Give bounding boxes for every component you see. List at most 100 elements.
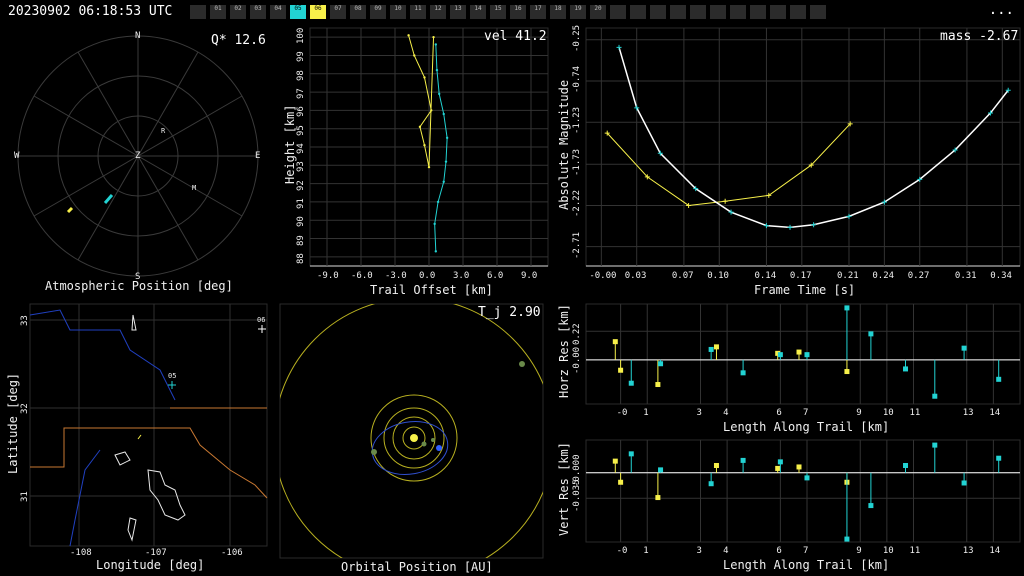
trail-point [442, 180, 445, 183]
map-grid [30, 304, 267, 546]
station-toggle[interactable]: 19 [570, 5, 586, 19]
trail-point [413, 54, 416, 57]
station-toggle[interactable]: 17 [530, 5, 546, 19]
vert-xtick: 9 [856, 546, 862, 556]
lc-point [846, 213, 852, 219]
lc-xtick: 0.27 [907, 271, 930, 281]
horz-point [844, 305, 850, 311]
station-toggle[interactable] [810, 5, 826, 19]
planet-orbits [280, 304, 543, 558]
horz-point [932, 393, 938, 399]
map-frame [29, 303, 268, 547]
station-toggle[interactable]: 10 [390, 5, 406, 19]
station-toggle[interactable] [650, 5, 666, 19]
planet-marker-4 [519, 361, 525, 367]
station-toggle[interactable]: 15 [490, 5, 506, 19]
sky-marker-m: M [192, 184, 197, 192]
trail-point [445, 136, 449, 140]
mass-readout: mass -2.67 [940, 29, 1019, 44]
vert-xtick: 1 [643, 546, 649, 556]
horz-point [903, 366, 909, 372]
station-toggle[interactable]: 16 [510, 5, 526, 19]
vert-xtick: -0 [616, 546, 628, 556]
station-toggle[interactable] [770, 5, 786, 19]
trail-point [435, 68, 439, 72]
horz-xtick: 11 [909, 408, 921, 418]
station-toggle[interactable]: 18 [550, 5, 566, 19]
vert-point [844, 536, 850, 542]
tisserand-readout: T_j 2.90 [478, 305, 541, 320]
station-toggle[interactable]: 12 [430, 5, 446, 19]
station-toggle[interactable]: 06 [310, 5, 326, 19]
map-xlabel: Longitude [deg] [96, 558, 205, 572]
trail-point [438, 92, 441, 96]
horz-xtick: -0 [616, 408, 628, 418]
station-toggle[interactable] [190, 5, 206, 19]
lc-point [722, 198, 728, 204]
lc-xtick: 0.31 [954, 271, 977, 281]
station-toggle[interactable]: 08 [350, 5, 366, 19]
station-toggle[interactable] [790, 5, 806, 19]
trail-point [423, 143, 426, 147]
trail-point [432, 35, 435, 39]
vert-point [996, 455, 1002, 461]
station-toggle[interactable]: 04 [270, 5, 286, 19]
lc-xtick: 0.03 [624, 271, 647, 281]
lc-point [657, 150, 663, 156]
lc-point [604, 130, 610, 136]
lc-point [616, 44, 622, 50]
station-toggle[interactable]: 11 [410, 5, 426, 19]
station-toggle[interactable]: 01 [210, 5, 226, 19]
lc-point [917, 176, 923, 182]
trail-series [407, 34, 449, 253]
vert-frame [585, 439, 1021, 543]
lc-point [644, 174, 650, 180]
lc-point [686, 202, 692, 208]
station-toggle[interactable]: 14 [470, 5, 486, 19]
vert-point [740, 457, 746, 463]
station-toggle[interactable] [690, 5, 706, 19]
map-xtick-0: -108 [70, 548, 92, 558]
q-star-readout: Q* 12.6 [211, 33, 266, 48]
vert-grid [586, 440, 1020, 542]
station-toggle[interactable]: 05 [290, 5, 306, 19]
station-toggle[interactable] [710, 5, 726, 19]
station-toggle[interactable] [750, 5, 766, 19]
horz-point [775, 350, 781, 356]
vert-point [796, 464, 802, 470]
horz-xtick: 13 [962, 408, 974, 418]
station-toggle[interactable]: 07 [330, 5, 346, 19]
horz-point [777, 352, 783, 358]
station-toggle[interactable]: 03 [250, 5, 266, 19]
lc-point [634, 105, 640, 111]
planet-marker-2 [431, 438, 435, 442]
station-toggle[interactable] [730, 5, 746, 19]
vert-xtick: 3 [696, 546, 702, 556]
station-toggle[interactable]: 09 [370, 5, 386, 19]
vert-xtick: 14 [989, 546, 1001, 556]
vert-point [775, 465, 781, 471]
station-05-marker [168, 381, 176, 389]
lc-point [811, 222, 817, 228]
lc-point [1005, 87, 1011, 93]
trail-point [442, 112, 445, 116]
horz-xtick: 1 [643, 408, 649, 418]
station-toggle[interactable] [670, 5, 686, 19]
station-toggle[interactable] [610, 5, 626, 19]
station-toggle[interactable] [630, 5, 646, 19]
station-toggle[interactable]: 02 [230, 5, 246, 19]
planet-marker-3 [371, 449, 377, 455]
station-toggle[interactable]: 13 [450, 5, 466, 19]
lc-point [763, 223, 769, 229]
station-toggle[interactable]: 20 [590, 5, 606, 19]
horz-point [708, 346, 714, 352]
more-menu-button[interactable]: ... [988, 2, 1014, 18]
vert-point [655, 495, 661, 501]
